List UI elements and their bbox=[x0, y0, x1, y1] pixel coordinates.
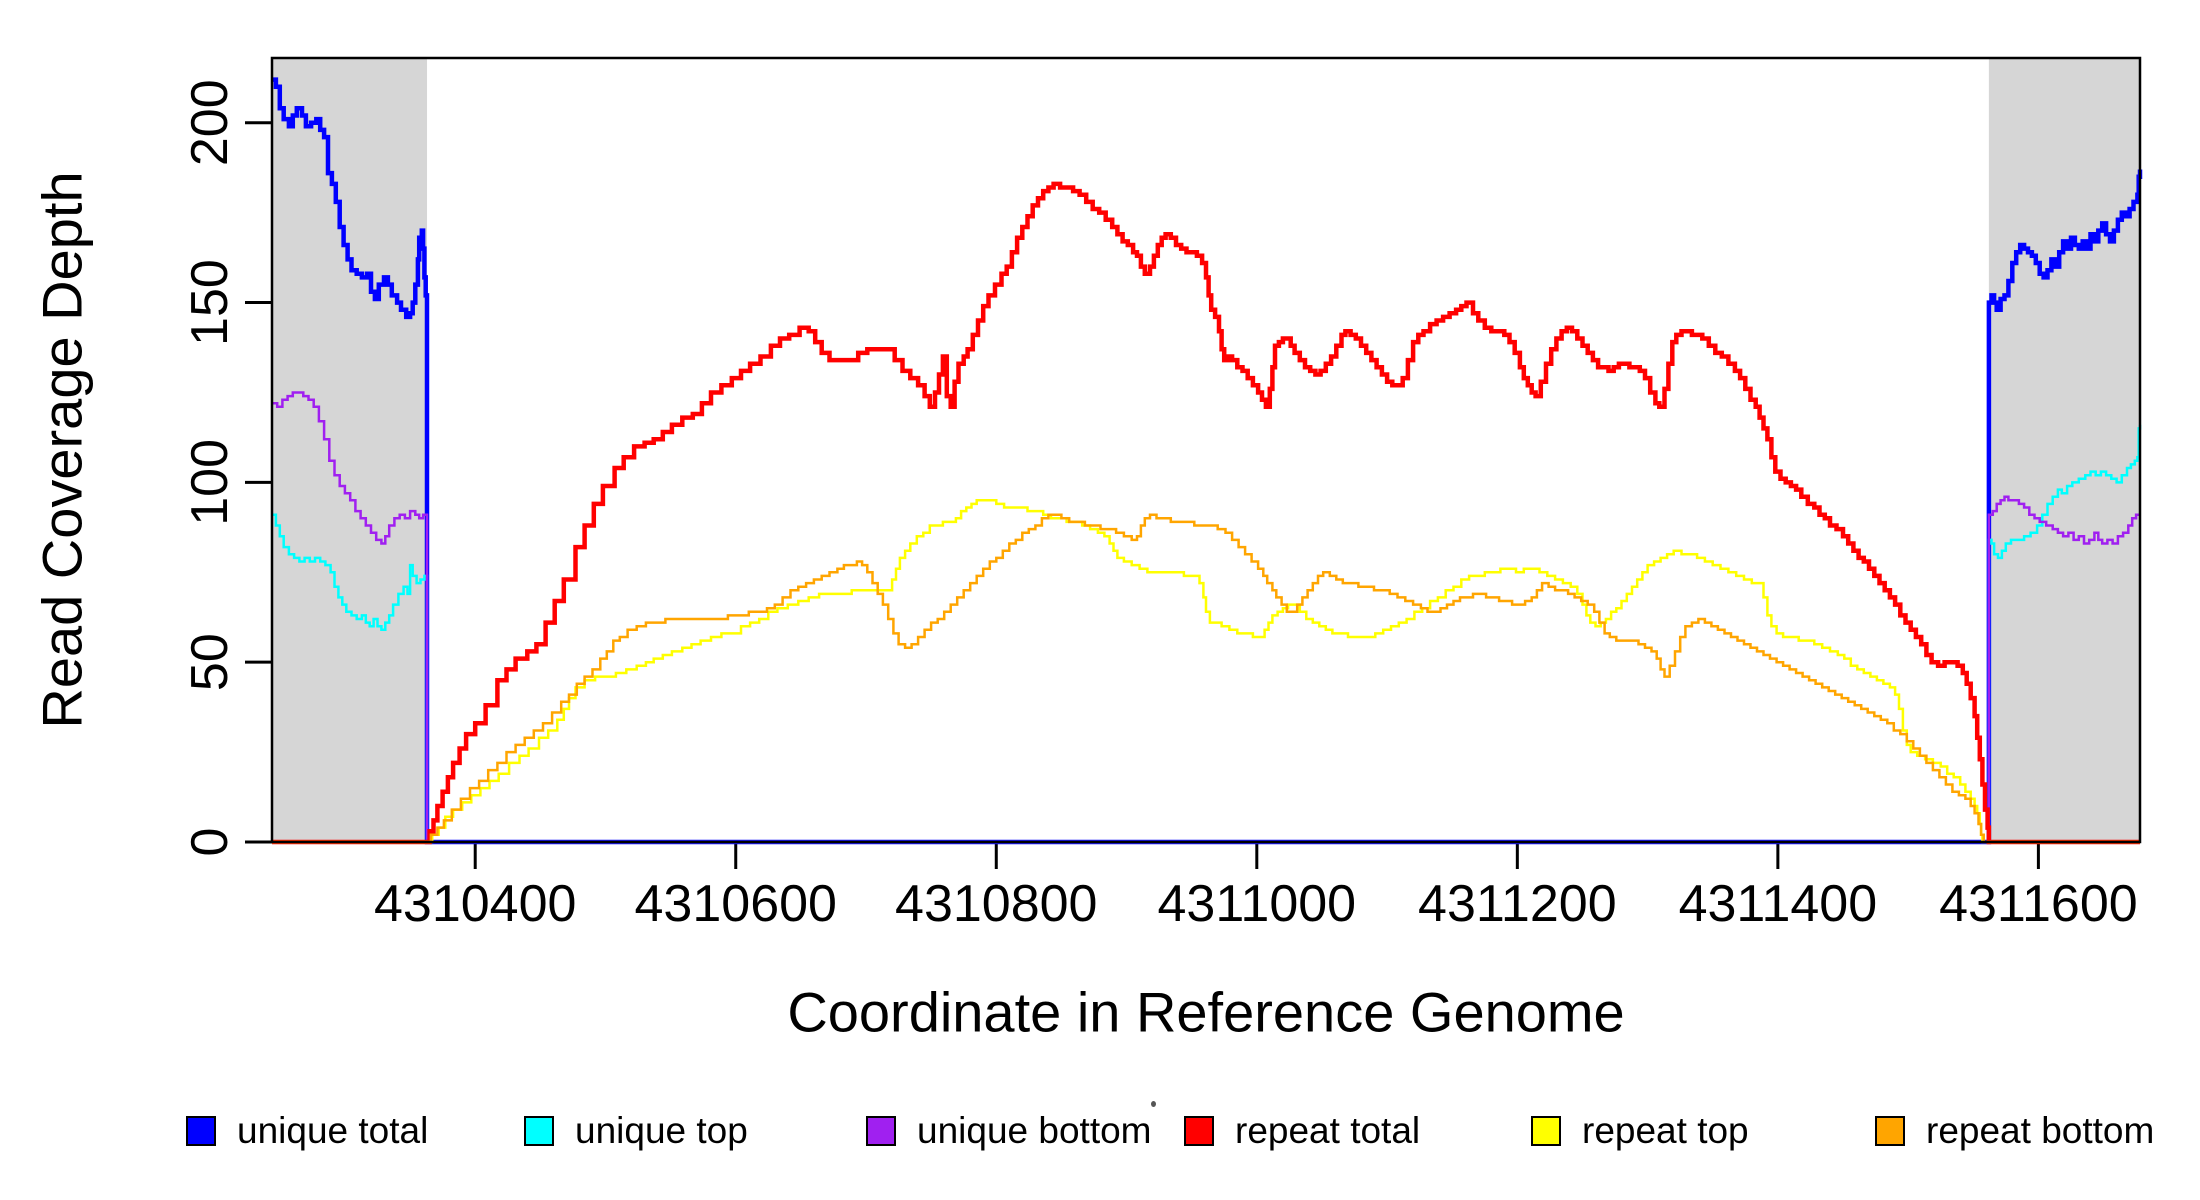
legend-item-unique-total: unique total bbox=[186, 1112, 428, 1149]
legend-item-unique-top: unique top bbox=[524, 1112, 748, 1149]
x-tick-label: 4311200 bbox=[1418, 875, 1617, 933]
series-lines bbox=[272, 77, 2143, 845]
legend-item-unique-bottom: unique bottom bbox=[866, 1112, 1152, 1149]
y-tick-label: 50 bbox=[181, 633, 239, 691]
legend-swatch-repeat-bottom bbox=[1875, 1115, 1905, 1146]
x-tick-label: 4311000 bbox=[1158, 875, 1357, 933]
x-tick-label: 4310600 bbox=[635, 875, 837, 933]
legend-label: repeat total bbox=[1235, 1110, 1421, 1151]
legend-label: unique bottom bbox=[917, 1110, 1152, 1151]
y-tick-label: 150 bbox=[181, 259, 239, 346]
legend-item-repeat-top: repeat top bbox=[1531, 1112, 1749, 1149]
legend-swatch-unique-total bbox=[186, 1115, 216, 1146]
legend-label: unique top bbox=[575, 1110, 748, 1151]
x-tick-label: 4310400 bbox=[374, 875, 576, 933]
x-tick-label: 4311600 bbox=[1939, 875, 2138, 933]
legend-item-repeat-bottom: repeat bottom bbox=[1875, 1112, 2154, 1149]
legend-swatch-repeat-top bbox=[1531, 1115, 1561, 1146]
series-unique-bottom bbox=[272, 391, 2140, 844]
shaded-region-1 bbox=[1988, 58, 2140, 842]
series-unique-total bbox=[272, 77, 2143, 845]
series-repeat-top bbox=[272, 499, 2140, 844]
x-tick-label: 4311400 bbox=[1679, 875, 1878, 933]
legend-swatch-unique-top bbox=[524, 1115, 554, 1146]
y-tick-label: 0 bbox=[181, 828, 239, 857]
legend-swatch-repeat-total bbox=[1184, 1115, 1214, 1146]
axis-ticks bbox=[245, 121, 2040, 869]
legend-label: unique total bbox=[237, 1110, 429, 1151]
legend-item-repeat-total: repeat total bbox=[1184, 1112, 1420, 1149]
legend-label: repeat bottom bbox=[1926, 1110, 2155, 1151]
legend-swatch-unique-bottom bbox=[866, 1115, 896, 1146]
y-tick-label: 100 bbox=[181, 439, 239, 526]
stray-dot bbox=[1151, 1101, 1156, 1107]
y-tick-label: 200 bbox=[181, 79, 239, 166]
series-repeat-total bbox=[272, 181, 2140, 845]
legend: unique total unique top unique bottom repea… bbox=[0, 0, 2200, 1149]
legend-label: repeat top bbox=[1582, 1110, 1749, 1151]
plot-border bbox=[270, 56, 2142, 844]
series-unique-top bbox=[272, 424, 2142, 844]
shaded-region-0 bbox=[272, 58, 428, 842]
axis-tick-labels: 4310400 4310600 4310800 4311000 4311200 43114… bbox=[181, 79, 2138, 933]
x-tick-label: 4310800 bbox=[895, 875, 1097, 933]
y-axis-title: Read Coverage Depth bbox=[30, 171, 94, 729]
series-repeat-bottom bbox=[272, 513, 2140, 844]
x-axis-title: Coordinate in Reference Genome bbox=[787, 980, 1625, 1044]
